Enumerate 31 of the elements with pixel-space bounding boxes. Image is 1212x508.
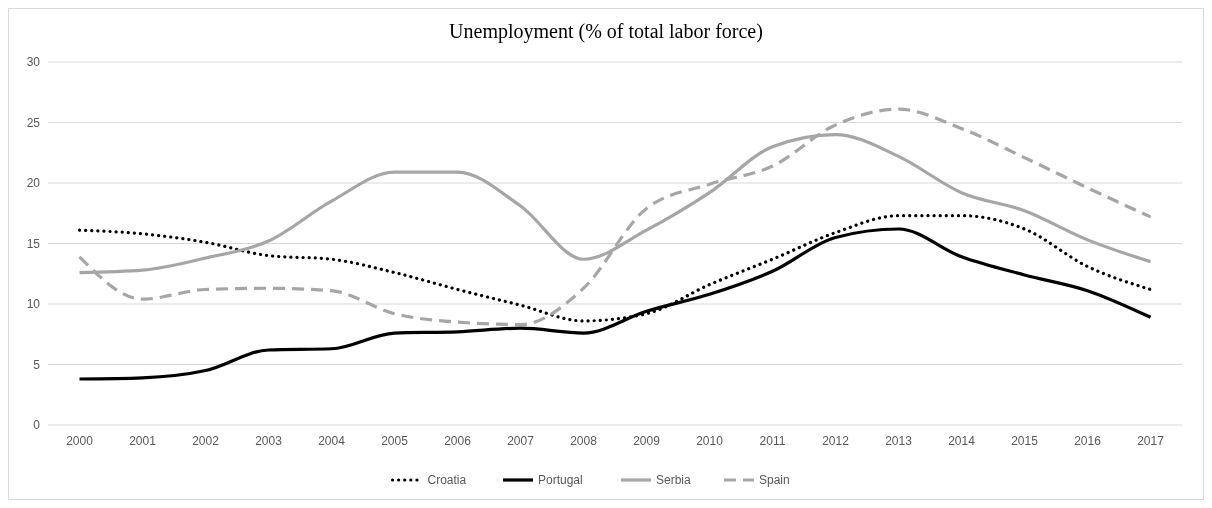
x-tick-label: 2017 xyxy=(1137,434,1165,448)
y-tick-label: 15 xyxy=(26,236,41,251)
legend-label: Portugal xyxy=(538,473,583,488)
y-tick-label: 20 xyxy=(26,176,41,191)
x-tick-label: 2012 xyxy=(822,434,850,448)
x-tick-label: 2013 xyxy=(885,434,913,448)
x-tick-label: 2003 xyxy=(255,434,283,448)
x-tick-label: 2005 xyxy=(381,434,409,448)
x-tick-label: 2011 xyxy=(759,434,786,448)
x-tick-label: 2002 xyxy=(192,434,220,448)
x-tick-label: 2007 xyxy=(507,434,535,448)
x-tick-label: 2014 xyxy=(948,434,976,448)
y-tick-label: 10 xyxy=(26,297,41,312)
legend-label: Serbia xyxy=(656,473,692,488)
x-tick-label: 2009 xyxy=(633,434,661,448)
y-tick-label: 30 xyxy=(26,55,41,70)
y-tick-label: 25 xyxy=(26,115,41,130)
x-tick-label: 2016 xyxy=(1074,434,1102,448)
x-tick-label: 2001 xyxy=(129,434,157,448)
x-tick-label: 2010 xyxy=(696,434,724,448)
x-tick-label: 2008 xyxy=(570,434,598,448)
x-tick-label: 2015 xyxy=(1011,434,1039,448)
y-tick-label: 0 xyxy=(33,418,41,433)
x-tick-label: 2006 xyxy=(444,434,472,448)
chart-title: Unemployment (% of total labor force) xyxy=(449,20,763,43)
x-tick-label: 2000 xyxy=(66,434,94,448)
y-tick-label: 5 xyxy=(33,357,41,372)
x-tick-label: 2004 xyxy=(318,434,346,448)
line-series xyxy=(77,107,1153,327)
legend-label: Spain xyxy=(759,473,790,488)
legend-label: Croatia xyxy=(427,473,467,488)
